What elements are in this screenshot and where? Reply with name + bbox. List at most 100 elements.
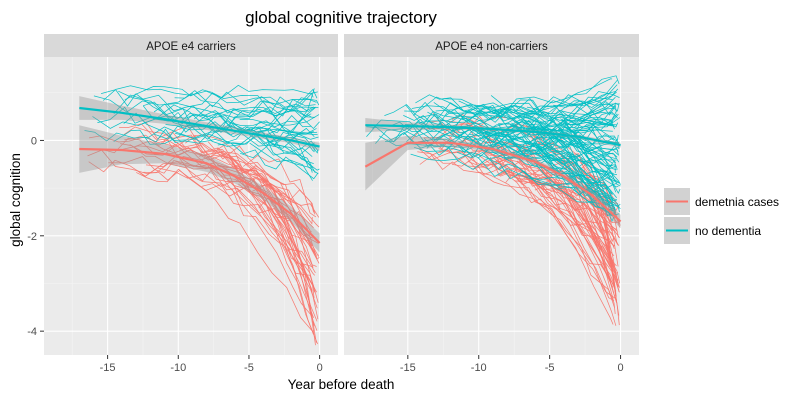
- legend-label-dementia: demetnia cases: [695, 195, 779, 209]
- trajectory-line-no-dementia: [528, 119, 615, 135]
- trajectory-line-no-dementia: [193, 98, 316, 120]
- trajectory-line-dementia: [247, 161, 315, 293]
- trajectory-line-no-dementia: [372, 103, 617, 132]
- trajectory-line-no-dementia: [549, 124, 613, 178]
- trajectory-line-dementia: [555, 177, 614, 300]
- trajectory-line-dementia: [163, 131, 317, 267]
- trajectory-line-no-dementia: [512, 91, 617, 157]
- trajectory-line-dementia: [89, 135, 317, 293]
- trajectory-line-no-dementia: [404, 96, 617, 121]
- trajectory-line-no-dementia: [541, 136, 619, 188]
- trajectory-line-no-dementia: [458, 100, 617, 126]
- trajectory-line-no-dementia: [142, 105, 312, 134]
- trajectory-line-no-dementia: [415, 94, 614, 201]
- facet-strip: [344, 34, 639, 57]
- smooth-line-dementia: [79, 147, 321, 244]
- trajectory-line-no-dementia: [239, 119, 318, 134]
- trajectory-line-dementia: [201, 183, 315, 276]
- x-tick-label: -10: [170, 362, 186, 374]
- facet-panel-1: APOE e4 carriers -15 -10 -5 0 0 -2 -4: [27, 34, 338, 374]
- y-tick-label: -2: [27, 231, 37, 243]
- trajectory-line-dementia: [474, 152, 615, 302]
- trajectory-line-dementia: [479, 159, 614, 288]
- trajectory-line-no-dementia: [402, 126, 616, 211]
- trajectory-line-no-dementia: [266, 134, 313, 169]
- legend-label-no-dementia: no dementia: [695, 224, 761, 238]
- trajectory-line-dementia: [135, 140, 316, 273]
- trajectory-line-no-dementia: [413, 99, 619, 119]
- trajectory-line-dementia: [88, 159, 320, 260]
- trajectory-line-dementia: [467, 157, 615, 308]
- x-tick-label: 0: [618, 362, 624, 374]
- trajectory-line-no-dementia: [493, 106, 621, 195]
- trajectory-line-dementia: [497, 157, 618, 223]
- trajectory-line-no-dementia: [516, 146, 614, 175]
- trajectory-line-no-dementia: [410, 152, 617, 202]
- trajectory-line-no-dementia: [93, 95, 319, 116]
- facet-panels: APOE e4 carriers -15 -10 -5 0 0 -2 -4 APOE e4 no…: [27, 34, 639, 374]
- trajectory-line-dementia: [223, 155, 314, 229]
- trajectory-line-dementia: [182, 154, 314, 335]
- facet-strip-label: APOE e4 non-carriers: [435, 41, 548, 53]
- trajectory-line-no-dementia: [445, 98, 616, 117]
- x-tick-label: -15: [100, 362, 116, 374]
- trajectory-line-no-dementia: [142, 97, 320, 124]
- smooth-ribbon-no-dementia: [365, 118, 621, 148]
- trajectory-line-no-dementia: [271, 112, 319, 175]
- trajectory-line-no-dementia: [536, 142, 618, 176]
- trajectory-line-no-dementia: [165, 92, 314, 129]
- x-tick-label: -10: [471, 362, 487, 374]
- trajectory-line-dementia: [419, 148, 616, 288]
- y-tick-label: -4: [27, 326, 37, 338]
- trajectory-line-dementia: [99, 137, 313, 225]
- smooth-line-dementia: [364, 141, 622, 223]
- smooth-ribbon-dementia: [365, 135, 621, 229]
- trajectory-line-no-dementia: [145, 126, 314, 144]
- trajectory-line-no-dementia: [379, 96, 616, 147]
- trajectory-line-no-dementia: [548, 137, 621, 185]
- trajectory-line-no-dementia: [249, 142, 313, 181]
- x-tick-label: -5: [545, 362, 555, 374]
- x-axis-title: Year before death: [288, 377, 395, 392]
- trajectory-line-dementia: [497, 170, 617, 292]
- trajectory-line-no-dementia: [273, 131, 319, 154]
- legend: demetnia cases no dementia: [664, 188, 779, 244]
- trajectory-line-dementia: [119, 123, 318, 331]
- trajectory-line-no-dementia: [153, 103, 313, 173]
- trajectory-line-no-dementia: [403, 110, 616, 214]
- trajectory-line-dementia: [514, 180, 621, 284]
- trajectory-line-no-dementia: [217, 114, 312, 146]
- trajectory-line-no-dementia: [124, 86, 316, 117]
- trajectory-line-no-dementia: [423, 91, 620, 124]
- smooth-line-no-dementia: [79, 106, 320, 148]
- trajectory-line-dementia: [512, 165, 615, 243]
- trajectory-line-dementia: [452, 115, 620, 228]
- trajectory-line-no-dementia: [537, 136, 621, 184]
- trajectory-line-no-dementia: [102, 84, 318, 101]
- smooth-ribbon-no-dementia: [79, 96, 320, 151]
- trajectory-line-no-dementia: [457, 137, 619, 159]
- facet-strip-label: APOE e4 carriers: [146, 41, 236, 53]
- trajectory-line-no-dementia: [427, 111, 618, 158]
- y-tick-label: 0: [31, 135, 37, 147]
- trajectory-line-no-dementia: [175, 99, 317, 139]
- trajectory-line-no-dementia: [433, 100, 619, 115]
- y-axis-title: global cognition: [8, 153, 23, 247]
- trajectory-line-no-dementia: [406, 126, 617, 171]
- x-tick-label: 0: [317, 362, 323, 374]
- trajectory-line-no-dementia: [477, 105, 619, 142]
- trajectory-line-no-dementia: [417, 113, 619, 158]
- trajectory-line-no-dementia: [553, 157, 617, 201]
- trajectory-line-dementia: [258, 198, 316, 346]
- trajectory-line-no-dementia: [521, 131, 614, 207]
- chart-title: global cognitive trajectory: [245, 8, 437, 27]
- trajectory-line-no-dementia: [477, 143, 621, 190]
- trajectory-line-dementia: [87, 149, 315, 332]
- trajectory-line-no-dementia: [92, 110, 320, 129]
- facet-panel-2: APOE e4 non-carriers -15 -10 -5 0: [344, 34, 639, 374]
- facet-strip: [44, 34, 338, 57]
- trajectory-line-no-dementia: [563, 116, 619, 156]
- trajectory-line-no-dementia: [460, 96, 613, 135]
- trajectory-line-no-dementia: [113, 88, 318, 114]
